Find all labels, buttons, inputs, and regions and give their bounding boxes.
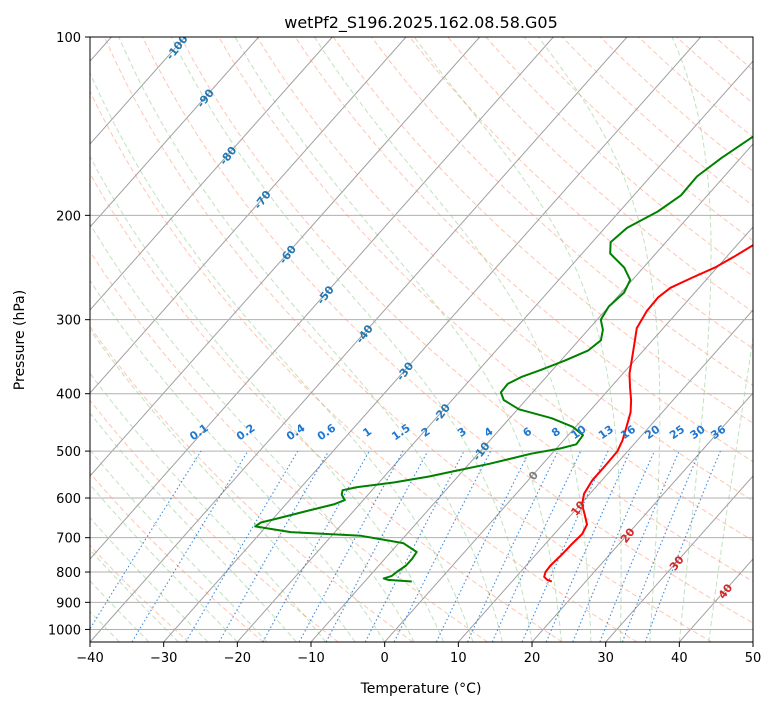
isotherm-line bbox=[90, 37, 628, 642]
mixing-ratio-line bbox=[325, 450, 429, 642]
mixing-ratio-line bbox=[393, 450, 492, 642]
dry-adiabat bbox=[142, 37, 753, 624]
moist-adiabat bbox=[90, 449, 268, 642]
moist-adiabat bbox=[234, 37, 562, 642]
isotherm-line bbox=[384, 226, 753, 642]
moist-adiabat bbox=[90, 412, 297, 642]
moist-adiabat bbox=[90, 517, 209, 642]
isotherm-line bbox=[90, 37, 554, 560]
y-axis-title: Pressure (hPa) bbox=[12, 290, 28, 390]
moist-adiabat bbox=[90, 155, 445, 642]
moist-adiabat bbox=[118, 37, 503, 642]
moist-adiabat bbox=[90, 372, 327, 642]
profile-lines bbox=[254, 135, 753, 583]
y-tick-label: 500 bbox=[56, 445, 81, 460]
moist-adiabat bbox=[413, 37, 622, 642]
x-tick-label: 40 bbox=[671, 651, 688, 666]
isotherm-line bbox=[163, 37, 702, 642]
isotherm-line bbox=[90, 37, 333, 311]
moist-adiabat bbox=[90, 328, 356, 642]
isotherm-line bbox=[90, 37, 481, 477]
x-tick-label: −30 bbox=[150, 651, 177, 666]
mixing-ratio-line bbox=[644, 450, 721, 642]
moist-adiabat bbox=[170, 37, 533, 642]
plot-frame bbox=[89, 36, 754, 643]
dry-adiabat bbox=[90, 90, 638, 642]
isotherm-line bbox=[531, 392, 753, 642]
mixing-ratio-line bbox=[521, 450, 609, 642]
axis-ticks: −40 −30 −20 −10 0 10 20 30 40 50 100 200 300 400 500 60… bbox=[48, 31, 761, 666]
x-tick-label: 10 bbox=[450, 651, 467, 666]
isotherm-line bbox=[236, 60, 753, 642]
dry-adiabat bbox=[409, 37, 753, 350]
y-tick-label: 600 bbox=[56, 492, 81, 507]
moist-adiabat bbox=[313, 37, 592, 642]
dry-adiabat bbox=[90, 399, 339, 642]
background-lines bbox=[90, 37, 753, 642]
y-tick-label: 200 bbox=[56, 209, 81, 224]
x-tick-label: 30 bbox=[597, 651, 614, 666]
x-tick-label: −40 bbox=[76, 651, 103, 666]
dry-adiabat bbox=[90, 472, 264, 642]
x-axis-title: Temperature (°C) bbox=[360, 681, 482, 697]
mixing-ratio-line bbox=[131, 450, 249, 642]
dry-adiabat bbox=[371, 37, 753, 387]
y-tick-label: 1000 bbox=[48, 623, 81, 638]
moist-adiabat bbox=[708, 334, 753, 642]
mixing-ratio-line bbox=[545, 450, 631, 642]
isotherm-line bbox=[90, 37, 260, 228]
moist-adiabat bbox=[90, 483, 238, 642]
x-tick-label: −20 bbox=[224, 651, 251, 666]
x-tick-label: −10 bbox=[297, 651, 324, 666]
x-tick-label: 0 bbox=[381, 651, 389, 666]
y-tick-label: 100 bbox=[56, 31, 81, 46]
x-tick-label: 50 bbox=[745, 651, 762, 666]
mixing-ratio-line bbox=[599, 450, 680, 642]
moist-adiabat bbox=[538, 37, 661, 642]
mixing-ratio-line bbox=[572, 450, 655, 642]
y-tick-label: 400 bbox=[56, 388, 81, 403]
moist-adiabat bbox=[671, 37, 712, 642]
y-tick-label: 300 bbox=[56, 314, 81, 329]
moist-adiabat bbox=[90, 549, 179, 642]
y-tick-label: 800 bbox=[56, 566, 81, 581]
dry-adiabat bbox=[294, 37, 753, 463]
mixing-ratio-line bbox=[262, 450, 370, 642]
y-tick-label: 900 bbox=[56, 596, 81, 611]
moist-adiabat bbox=[90, 71, 474, 642]
isotherm-line bbox=[90, 37, 186, 145]
x-tick-label: 20 bbox=[524, 651, 541, 666]
dry-adiabat bbox=[90, 250, 488, 642]
mixing-ratio-line bbox=[298, 450, 404, 642]
dry-adiabat bbox=[180, 37, 753, 583]
temperature-line bbox=[543, 244, 753, 583]
isotherm-line bbox=[310, 143, 753, 642]
chart-title: wetPf2_S196.2025.162.08.58.G05 bbox=[284, 13, 558, 33]
isotherm-line bbox=[605, 475, 753, 642]
y-tick-label: 700 bbox=[56, 532, 81, 547]
dry-adiabat bbox=[256, 37, 753, 502]
mixing-ratio-line bbox=[621, 450, 701, 642]
dewpoint-line bbox=[254, 135, 753, 583]
isotherm-line bbox=[90, 37, 407, 394]
isotherm-line bbox=[457, 309, 753, 642]
